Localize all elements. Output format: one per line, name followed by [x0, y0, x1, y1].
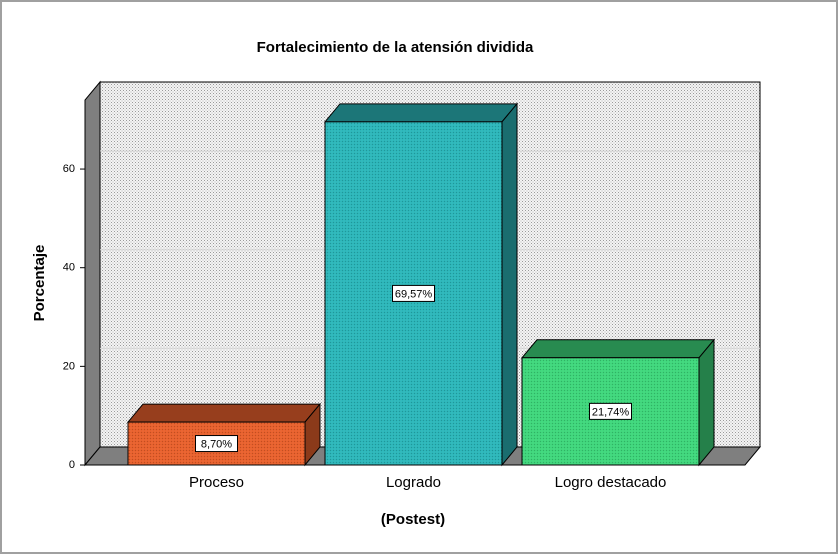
bar-top [323, 103, 519, 123]
value-label: 21,74% [592, 406, 630, 418]
y-axis-title: Porcentaje [31, 245, 48, 322]
x-axis-title: (Postest) [381, 511, 445, 528]
value-label-box [589, 402, 632, 420]
y-tick-label: 40 [63, 262, 75, 274]
y-tick-label: 0 [69, 459, 75, 471]
x-tick-label: Logro destacado [555, 474, 667, 491]
x-tick-label: Proceso [189, 474, 244, 491]
bar-top [126, 403, 322, 423]
bar-side [698, 338, 715, 467]
value-label-box [195, 435, 238, 453]
bar-top [520, 339, 716, 359]
value-label: 69,57% [395, 288, 433, 300]
y-tick-label: 20 [63, 360, 75, 372]
chart-title: Fortalecimiento de la atensión dividida [257, 39, 534, 56]
plot-area: 0 20 40 60 8,70% Proceso 69,57% Logrado 21,74% Lo… [63, 80, 762, 491]
value-label-box [392, 284, 435, 302]
y-tick-label: 60 [63, 163, 75, 175]
bar-side [501, 102, 518, 467]
x-tick-label: Logrado [386, 474, 441, 491]
value-label: 8,70% [201, 438, 232, 450]
left-wall [84, 80, 101, 467]
